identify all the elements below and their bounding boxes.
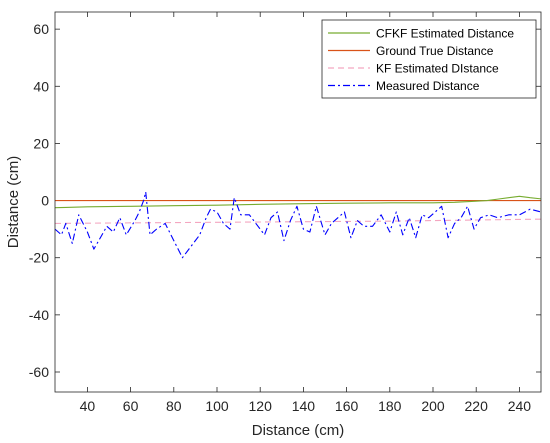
x-tick-label: 160 [335,398,359,414]
legend-label-cfkf-estimated: CFKF Estimated Distance [376,27,514,41]
series-line-kf-estimated [54,218,542,224]
plot-area [54,191,542,259]
tick-labels: 40 60 80 100 120 140 160 180 200 220 240 -60 -40 -20 0… [29,21,532,414]
x-tick-label: 140 [292,398,316,414]
y-tick-label: 20 [33,135,49,151]
y-tick-label: -60 [29,364,49,380]
legend-label-measured: Measured Distance [376,79,480,93]
x-tick-label: 180 [378,398,402,414]
y-tick-label: 40 [33,78,49,94]
legend-label-ground-true: Ground True Distance [376,44,494,58]
series-line-cfkf-estimated [54,195,542,209]
series-line-measured [54,191,542,259]
x-tick-label: 220 [465,398,489,414]
y-tick-label: -40 [29,307,49,323]
axis-ticks [55,12,541,392]
y-tick-label: -20 [29,250,49,266]
legend-label-kf-estimated: KF Estimated DIstance [376,62,499,76]
x-tick-label: 80 [166,398,182,414]
x-tick-label: 240 [508,398,532,414]
legend: CFKF Estimated Distance Ground True Dista… [321,19,537,99]
x-tick-label: 120 [249,398,273,414]
x-tick-label: 40 [80,398,96,414]
plot-frame [54,11,542,393]
x-tick-label: 60 [123,398,139,414]
y-tick-label: 60 [33,21,49,37]
y-tick-label: 0 [41,193,49,209]
x-axis-label: Distance (cm) [252,422,345,439]
x-tick-label: 200 [421,398,445,414]
x-tick-label: 100 [205,398,229,414]
y-axis-label: Distance (cm) [5,156,22,249]
